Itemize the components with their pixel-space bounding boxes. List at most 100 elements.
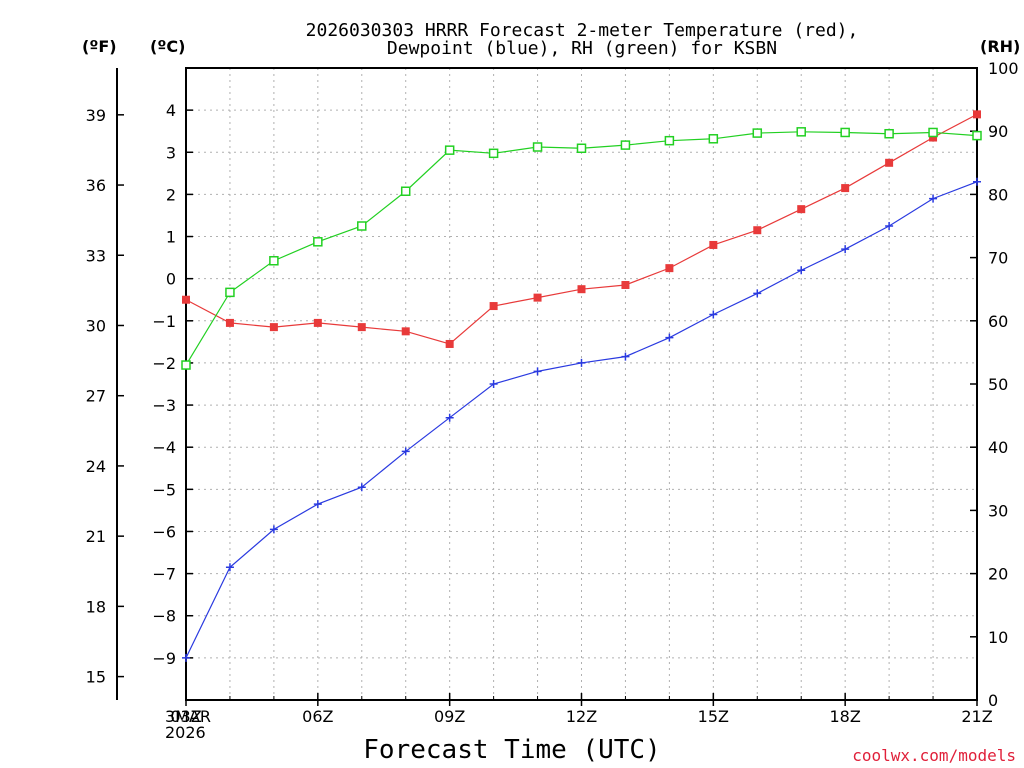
dewpoint-point (753, 289, 762, 298)
celsius-tick-label: 3 (166, 143, 176, 162)
series-group (181, 110, 982, 662)
dewpoint-point (973, 177, 981, 186)
rh-tick-label: 0 (988, 691, 998, 710)
chart-title-line-1: 2026030303 HRRR Forecast 2-meter Tempera… (306, 20, 859, 41)
dewpoint-point (489, 380, 498, 388)
dewpoint-point (665, 333, 674, 342)
fahrenheit-unit-label: (ºF) (82, 37, 117, 56)
celsius-tick-label: −5 (152, 480, 176, 499)
celsius-tick-label: 4 (166, 101, 176, 120)
celsius-tick-label: −3 (152, 396, 176, 415)
fahrenheit-tick-label: 21 (86, 527, 106, 546)
temperature-point (269, 323, 278, 332)
dewpoint-point (401, 447, 410, 456)
dewpoint-point (445, 413, 454, 422)
temperature-point (797, 205, 806, 214)
celsius-unit-label: (ºC) (150, 37, 185, 56)
dewpoint-point (797, 266, 806, 275)
x-tick-label: 12Z (566, 707, 597, 726)
temperature-series (182, 110, 981, 348)
temperature-point (445, 339, 454, 348)
rh-point (225, 287, 235, 298)
rh-point (313, 237, 323, 247)
rh-unit-label: (RH) (980, 37, 1020, 56)
celsius-tick-label: −2 (152, 354, 176, 373)
rh-point (620, 140, 631, 150)
rh-tick-label: 80 (988, 185, 1008, 204)
temperature-point (357, 323, 366, 332)
temperature-point (401, 327, 410, 336)
rh-point (576, 143, 587, 154)
rh-point (269, 256, 279, 266)
axes: 43210−1−2−3−4−5−6−7−8−939363330272421181… (86, 59, 1019, 726)
x-tick-label: 09Z (434, 707, 465, 726)
temperature-point (621, 280, 630, 289)
fahrenheit-tick-label: 18 (86, 597, 106, 616)
grid (186, 68, 977, 700)
temperature-point (225, 318, 234, 327)
dewpoint-series (182, 177, 981, 662)
celsius-tick-label: −1 (152, 312, 176, 331)
dewpoint-point (621, 352, 630, 361)
dewpoint-point (269, 525, 278, 534)
rh-point (181, 360, 191, 370)
rh-point (400, 186, 411, 196)
temperature-point (929, 133, 938, 142)
temperature-point (709, 240, 718, 249)
x-tick-label: 21Z (961, 707, 992, 726)
dewpoint-point (533, 367, 542, 376)
dewpoint-point (929, 194, 938, 203)
rh-series (181, 127, 982, 370)
dewpoint-point (357, 483, 366, 492)
rh-tick-label: 60 (988, 312, 1008, 331)
celsius-tick-label: 1 (166, 228, 176, 247)
x-tick-label: 18Z (830, 707, 861, 726)
rh-tick-label: 30 (988, 501, 1008, 520)
rh-point (928, 127, 938, 138)
dewpoint-point (313, 500, 322, 509)
rh-point (884, 128, 894, 139)
dewpoint-point (709, 310, 718, 319)
celsius-tick-label: −4 (152, 438, 176, 457)
rh-tick-label: 40 (988, 438, 1008, 457)
dewpoint-point (577, 358, 586, 367)
plot-frame (185, 67, 978, 701)
rh-point (532, 142, 543, 152)
rh-tick-label: 50 (988, 375, 1008, 394)
credit-link[interactable]: coolwx.com/models (852, 746, 1016, 765)
celsius-tick-label: −9 (152, 649, 176, 668)
rh-point (488, 148, 499, 159)
temperature-point (577, 285, 586, 294)
temperature-point (313, 318, 322, 327)
temperature-point (182, 295, 190, 304)
fahrenheit-tick-label: 27 (86, 387, 106, 406)
start-date-year: 2026 (165, 723, 206, 742)
dewpoint-point (841, 245, 850, 254)
dewpoint-point (885, 222, 894, 230)
rh-point (840, 127, 850, 138)
fahrenheit-tick-label: 36 (86, 176, 106, 195)
celsius-tick-label: −6 (152, 522, 176, 541)
rh-tick-label: 100 (988, 59, 1019, 78)
x-tick-label: 03Z (170, 707, 201, 726)
start-date-day: 3MAR (165, 707, 211, 726)
temperature-point (885, 158, 894, 167)
rh-tick-label: 10 (988, 628, 1008, 647)
dewpoint-point (182, 653, 190, 662)
fahrenheit-tick-label: 30 (86, 316, 106, 335)
chart-title-line-2: Dewpoint (blue), RH (green) for KSBN (387, 38, 777, 59)
rh-tick-label: 20 (988, 565, 1008, 584)
rh-point (444, 145, 455, 155)
rh-point (972, 130, 982, 141)
temperature-point (753, 226, 762, 235)
rh-point (708, 134, 719, 144)
rh-tick-label: 70 (988, 249, 1008, 268)
fahrenheit-tick-label: 33 (86, 246, 106, 265)
x-tick-label: 06Z (302, 707, 333, 726)
temperature-point (533, 293, 542, 302)
celsius-tick-label: 0 (166, 270, 176, 289)
temperature-point (973, 110, 981, 119)
rh-tick-label: 90 (988, 122, 1008, 141)
fahrenheit-tick-label: 24 (86, 457, 106, 476)
